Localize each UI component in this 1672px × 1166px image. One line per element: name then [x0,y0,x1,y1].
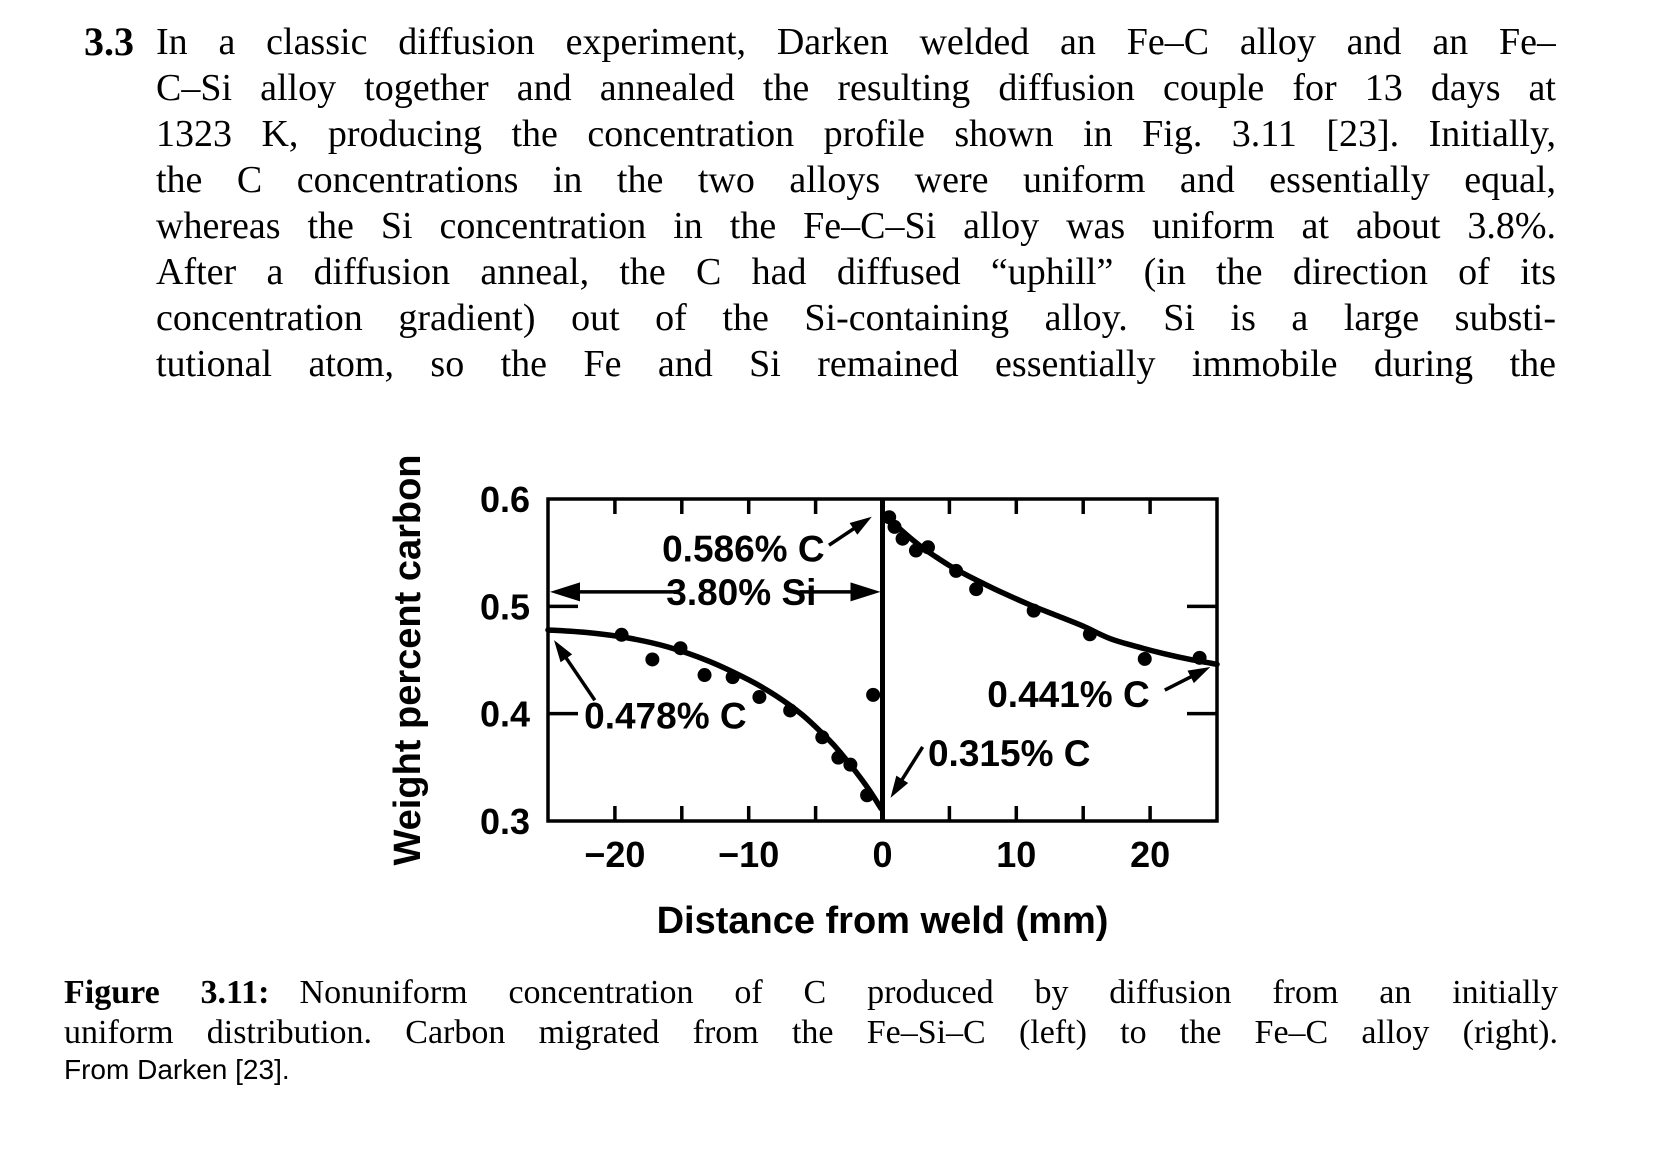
problem-text-line: After a diffusion anneal, the C had diff… [156,251,1556,293]
caption-source: From Darken [23]. [64,1054,290,1085]
annotation-label-4: 0.315% C [928,733,1090,774]
data-point-series-0 [697,668,712,683]
data-point-series-1 [920,540,935,555]
data-point-series-0 [725,670,740,685]
annotation-arrow-4-head [890,775,909,798]
data-point-series-1 [949,563,964,578]
annotation-arrow-0 [828,522,862,547]
data-point-series-1 [1137,651,1152,666]
annotation-label-1: 3.80% Si [666,572,816,613]
y-tick-label: 0.3 [480,801,530,842]
annotation-arrow-3-head [1187,666,1211,684]
data-point-series-0 [752,690,767,705]
figure-label: Figure 3.11: [64,974,270,1011]
data-point-series-0 [815,730,830,745]
x-tick-label: 0 [872,834,892,875]
data-point-series-1 [1192,650,1207,665]
y-tick-label: 0.5 [480,586,530,627]
y-axis-title: Weight percent carbon [387,454,429,865]
annotation-label-0: 0.586% C [662,528,825,569]
caption-line-1: Figure 3.11: Nonuniform concentration of … [64,973,1558,1013]
data-point-series-1 [1026,603,1041,618]
data-point-series-0 [831,750,846,765]
x-tick-label: 20 [1130,834,1170,875]
data-point-series-1 [882,510,897,525]
annotation-arrow-3 [1164,671,1200,692]
x-tick-label: −20 [584,834,645,875]
data-point-series-1 [895,531,910,546]
x-tick-label: 10 [996,834,1036,875]
annotation-arrow-2-head [554,640,573,663]
figure-caption: Figure 3.11: Nonuniform concentration of … [64,973,1558,1087]
y-tick-label: 0.6 [480,479,530,520]
problem-text-line: C–Si alloy together and annealed the res… [156,67,1556,109]
problem-text-line: whereas the Si concentration in the Fe–C… [156,205,1556,247]
problem-text-line: concentration gradient) out of the Si-co… [156,297,1556,339]
problem-number: 3.3 [84,19,134,64]
data-point-series-1 [1082,627,1097,642]
annotation-label-3: 0.441% C [987,674,1150,715]
span-arrow-right-head [850,582,881,602]
plot-frame [546,497,1219,823]
data-point-series-0 [866,687,881,702]
data-point-series-1 [908,543,923,558]
data-point-series-0 [645,652,660,667]
data-point-series-1 [969,582,984,597]
fit-curve-series-1 [881,511,1220,668]
data-point-series-0 [860,788,875,803]
data-point-series-0 [614,627,629,642]
annotation-arrow-4 [896,746,925,788]
span-arrow-left-head [550,582,580,602]
data-point-series-1 [887,519,902,534]
data-point-series-0 [783,703,798,718]
data-point-series-0 [843,757,858,772]
annotation-arrow-2 [559,650,597,702]
data-point-series-0 [673,641,688,656]
problem-statement: In a classic diffusion experiment, Darke… [156,19,1556,387]
caption-line-2: uniform distribution. Carbon migrated fr… [64,1014,1558,1051]
annotation-label-2: 0.478% C [584,695,747,736]
caption-text: Nonuniform concentration of C produced b… [299,974,1558,1011]
problem-text-line: 1323 K, producing the concentration prof… [156,113,1556,155]
fit-curve-series-0 [545,627,884,812]
x-axis-title: Distance from weld (mm) [657,900,1109,942]
y-tick-label: 0.4 [480,694,530,735]
problem-text-line: tutional atom, so the Fe and Si remained… [156,343,1556,385]
problem-text-line: the C concentrations in the two alloys w… [156,159,1556,201]
problem-text-line: In a classic diffusion experiment, Darke… [156,21,1556,63]
x-tick-label: −10 [718,834,779,875]
annotation-arrow-0-head [849,516,872,535]
